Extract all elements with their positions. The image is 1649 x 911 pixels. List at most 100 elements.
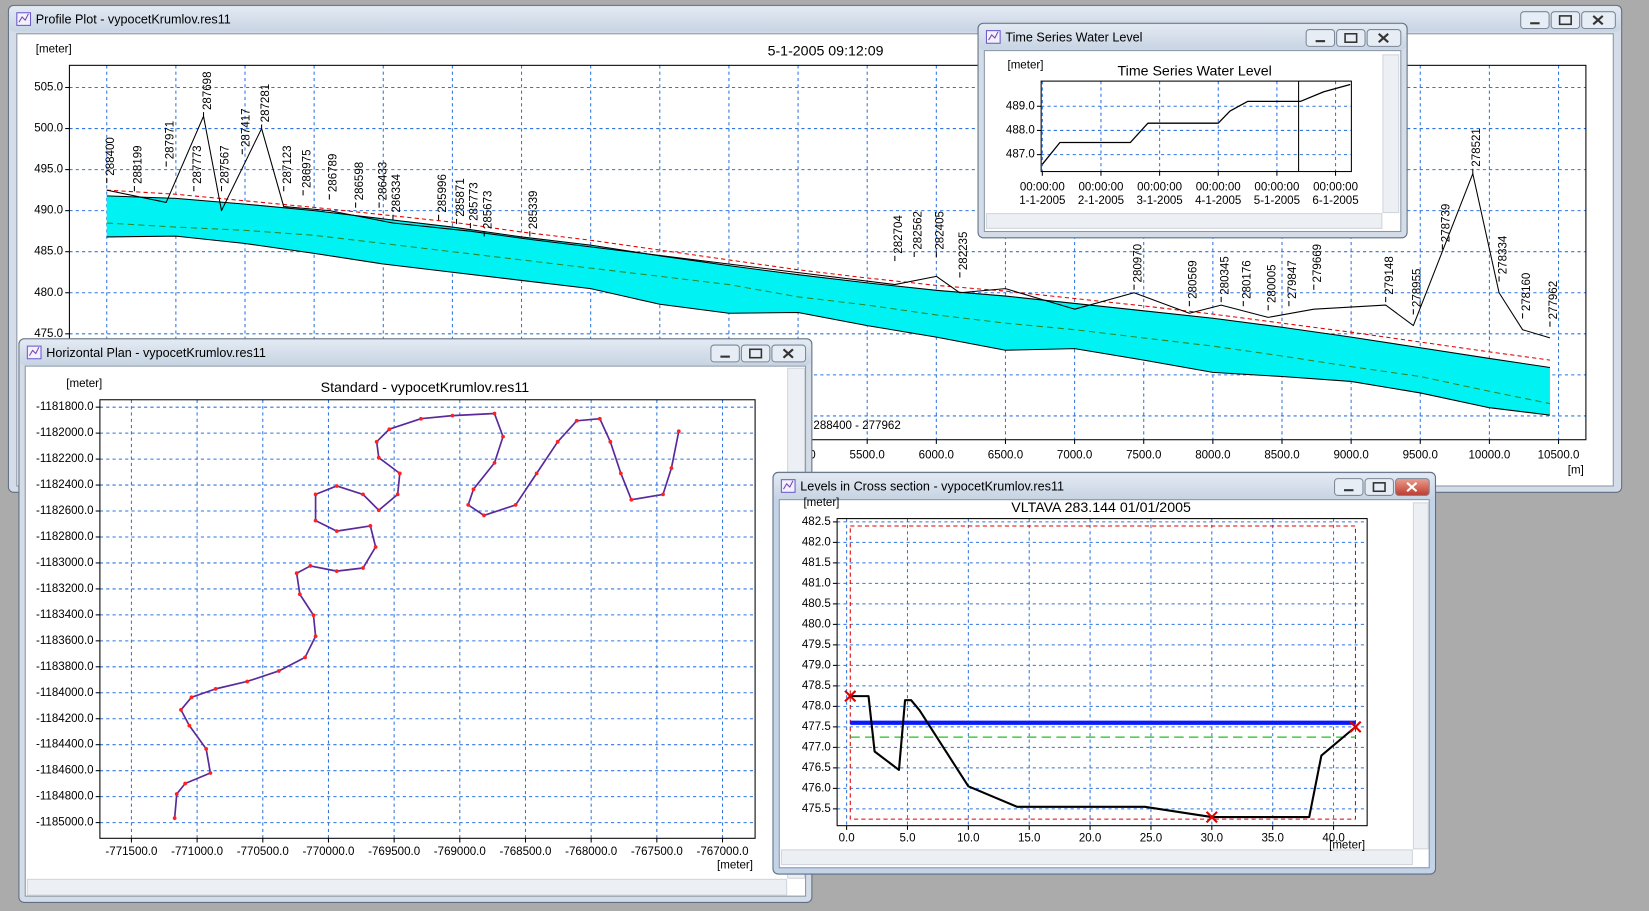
maximize-button[interactable] — [1550, 11, 1581, 30]
point-marker — [397, 471, 402, 476]
y-tick-label: 478.5 — [802, 680, 831, 692]
y-tick-label: -1182400.0 — [36, 479, 94, 491]
station-label: 278955 — [1412, 269, 1424, 308]
station-label: 279148 — [1384, 256, 1396, 295]
point-marker — [334, 569, 339, 574]
plot-frame — [836, 518, 1368, 827]
point-marker — [179, 708, 183, 712]
point-marker — [608, 439, 613, 444]
plot-content — [844, 525, 1362, 824]
chart-title: 5-1-2005 09:12:09 — [768, 43, 884, 59]
channel-area — [106, 195, 1550, 416]
plot-frame — [1040, 80, 1352, 173]
scrollbar[interactable] — [26, 878, 788, 896]
y-tick-label: -1182800.0 — [36, 531, 94, 543]
station-label: 278160 — [1521, 273, 1533, 312]
point-marker — [334, 484, 339, 488]
scrollbar[interactable] — [780, 849, 1413, 866]
point-marker — [574, 418, 579, 423]
y-tick-label: -1184400.0 — [36, 739, 94, 751]
station-label: 285773 — [469, 182, 481, 221]
point-marker — [368, 524, 373, 528]
maximize-button[interactable] — [1336, 29, 1366, 47]
station-label: 279847 — [1287, 260, 1299, 299]
minimize-button[interactable] — [1334, 478, 1364, 496]
point-marker — [471, 487, 476, 492]
series-line — [850, 695, 1357, 819]
x-tick-label: 10.0 — [957, 832, 979, 844]
maximize-button[interactable] — [740, 344, 771, 363]
minimize-button[interactable] — [1520, 11, 1550, 30]
point-marker — [174, 792, 179, 796]
x-tick-label: 8500.0 — [1264, 450, 1299, 462]
point-marker — [294, 571, 299, 576]
window-title: Time Series Water Level — [1005, 30, 1142, 44]
x-tick-label: -771000.0 — [171, 846, 223, 858]
x-tick-label: -771500.0 — [105, 846, 157, 858]
y-tick-label: 505.0 — [34, 82, 63, 94]
y-tick-label: -1183600.0 — [36, 635, 94, 647]
point-marker — [213, 686, 218, 691]
minimize-button[interactable] — [710, 344, 740, 363]
chart: 0.0 5.0 10.0 15.0 20.0 25.0 30.0 35.0 40.0 475.5 4… — [802, 497, 1368, 852]
station-label: 282704 — [893, 215, 905, 254]
point-marker — [334, 529, 339, 534]
title-bar — [19, 339, 811, 366]
scrollbar[interactable] — [985, 213, 1383, 229]
station-label: 286598 — [354, 162, 366, 201]
series-line — [106, 235, 1551, 416]
point-marker — [1349, 720, 1362, 733]
y-tick-label: 477.5 — [802, 721, 831, 733]
y-tick-label: 481.0 — [802, 577, 831, 589]
station-label: 280970 — [1132, 244, 1144, 283]
y-tick-label: -1182200.0 — [36, 453, 94, 465]
plot-frame — [68, 64, 1587, 441]
minimize-button[interactable] — [1305, 29, 1336, 47]
x-tick-label: 6000.0 — [919, 450, 954, 462]
y-tick-label: 475.5 — [802, 803, 831, 815]
maximize-glyph — [1372, 482, 1386, 493]
station-label: 278521 — [1471, 128, 1483, 167]
x-tick-label: -769500.0 — [368, 846, 420, 858]
y-tick-label: -1181800.0 — [36, 401, 94, 413]
maximize-button[interactable] — [1364, 478, 1394, 496]
station-label: 285996 — [437, 174, 449, 213]
close-glyph — [1378, 32, 1389, 43]
station-label: 288199 — [133, 145, 145, 184]
y-tick-label: 476.5 — [802, 762, 831, 774]
point-marker — [661, 492, 665, 497]
y-tick-label: 482.0 — [802, 536, 831, 548]
x-tick-label: 40.0 — [1322, 832, 1344, 844]
point-marker — [361, 566, 365, 570]
point-marker — [313, 492, 318, 497]
close-glyph — [1406, 482, 1418, 493]
x-tick-label: 7500.0 — [1126, 450, 1161, 462]
station-label: 280005 — [1266, 264, 1278, 303]
scrollbar[interactable] — [1412, 502, 1429, 850]
point-marker — [376, 508, 381, 513]
chart: -771500.0 -771000.0 -770500.0 -770000.0 -769… — [36, 378, 756, 872]
x-tick-label: -770000.0 — [302, 846, 354, 858]
y-tick-label: -1185000.0 — [36, 817, 94, 829]
station-label: 286789 — [328, 154, 340, 193]
station-label: 280569 — [1188, 260, 1200, 299]
y-tick-label: 481.5 — [802, 557, 831, 569]
y-tick-label: -1183200.0 — [36, 583, 94, 595]
y-tick-label: 476.0 — [802, 782, 831, 794]
point-marker — [501, 434, 505, 439]
plot-area — [837, 518, 1368, 826]
series-line — [106, 222, 1551, 405]
close-glyph — [1592, 15, 1604, 26]
scrollbar[interactable] — [1382, 54, 1400, 214]
plot-content — [106, 112, 1551, 416]
station-label: 286334 — [391, 174, 403, 213]
series-line — [106, 189, 1551, 361]
y-tick-label: 480.5 — [802, 598, 831, 610]
window-icon-mark — [783, 480, 794, 490]
x-tick-label: -768000.0 — [565, 846, 617, 858]
y-tick-label: 489.0 — [1006, 100, 1035, 112]
point-marker — [676, 429, 681, 434]
y-tick-label: 480.0 — [34, 287, 63, 299]
chart: 00:00:00 1-1-2005 00:00:00 2-1-2005 00:00:00… — [1006, 59, 1359, 207]
